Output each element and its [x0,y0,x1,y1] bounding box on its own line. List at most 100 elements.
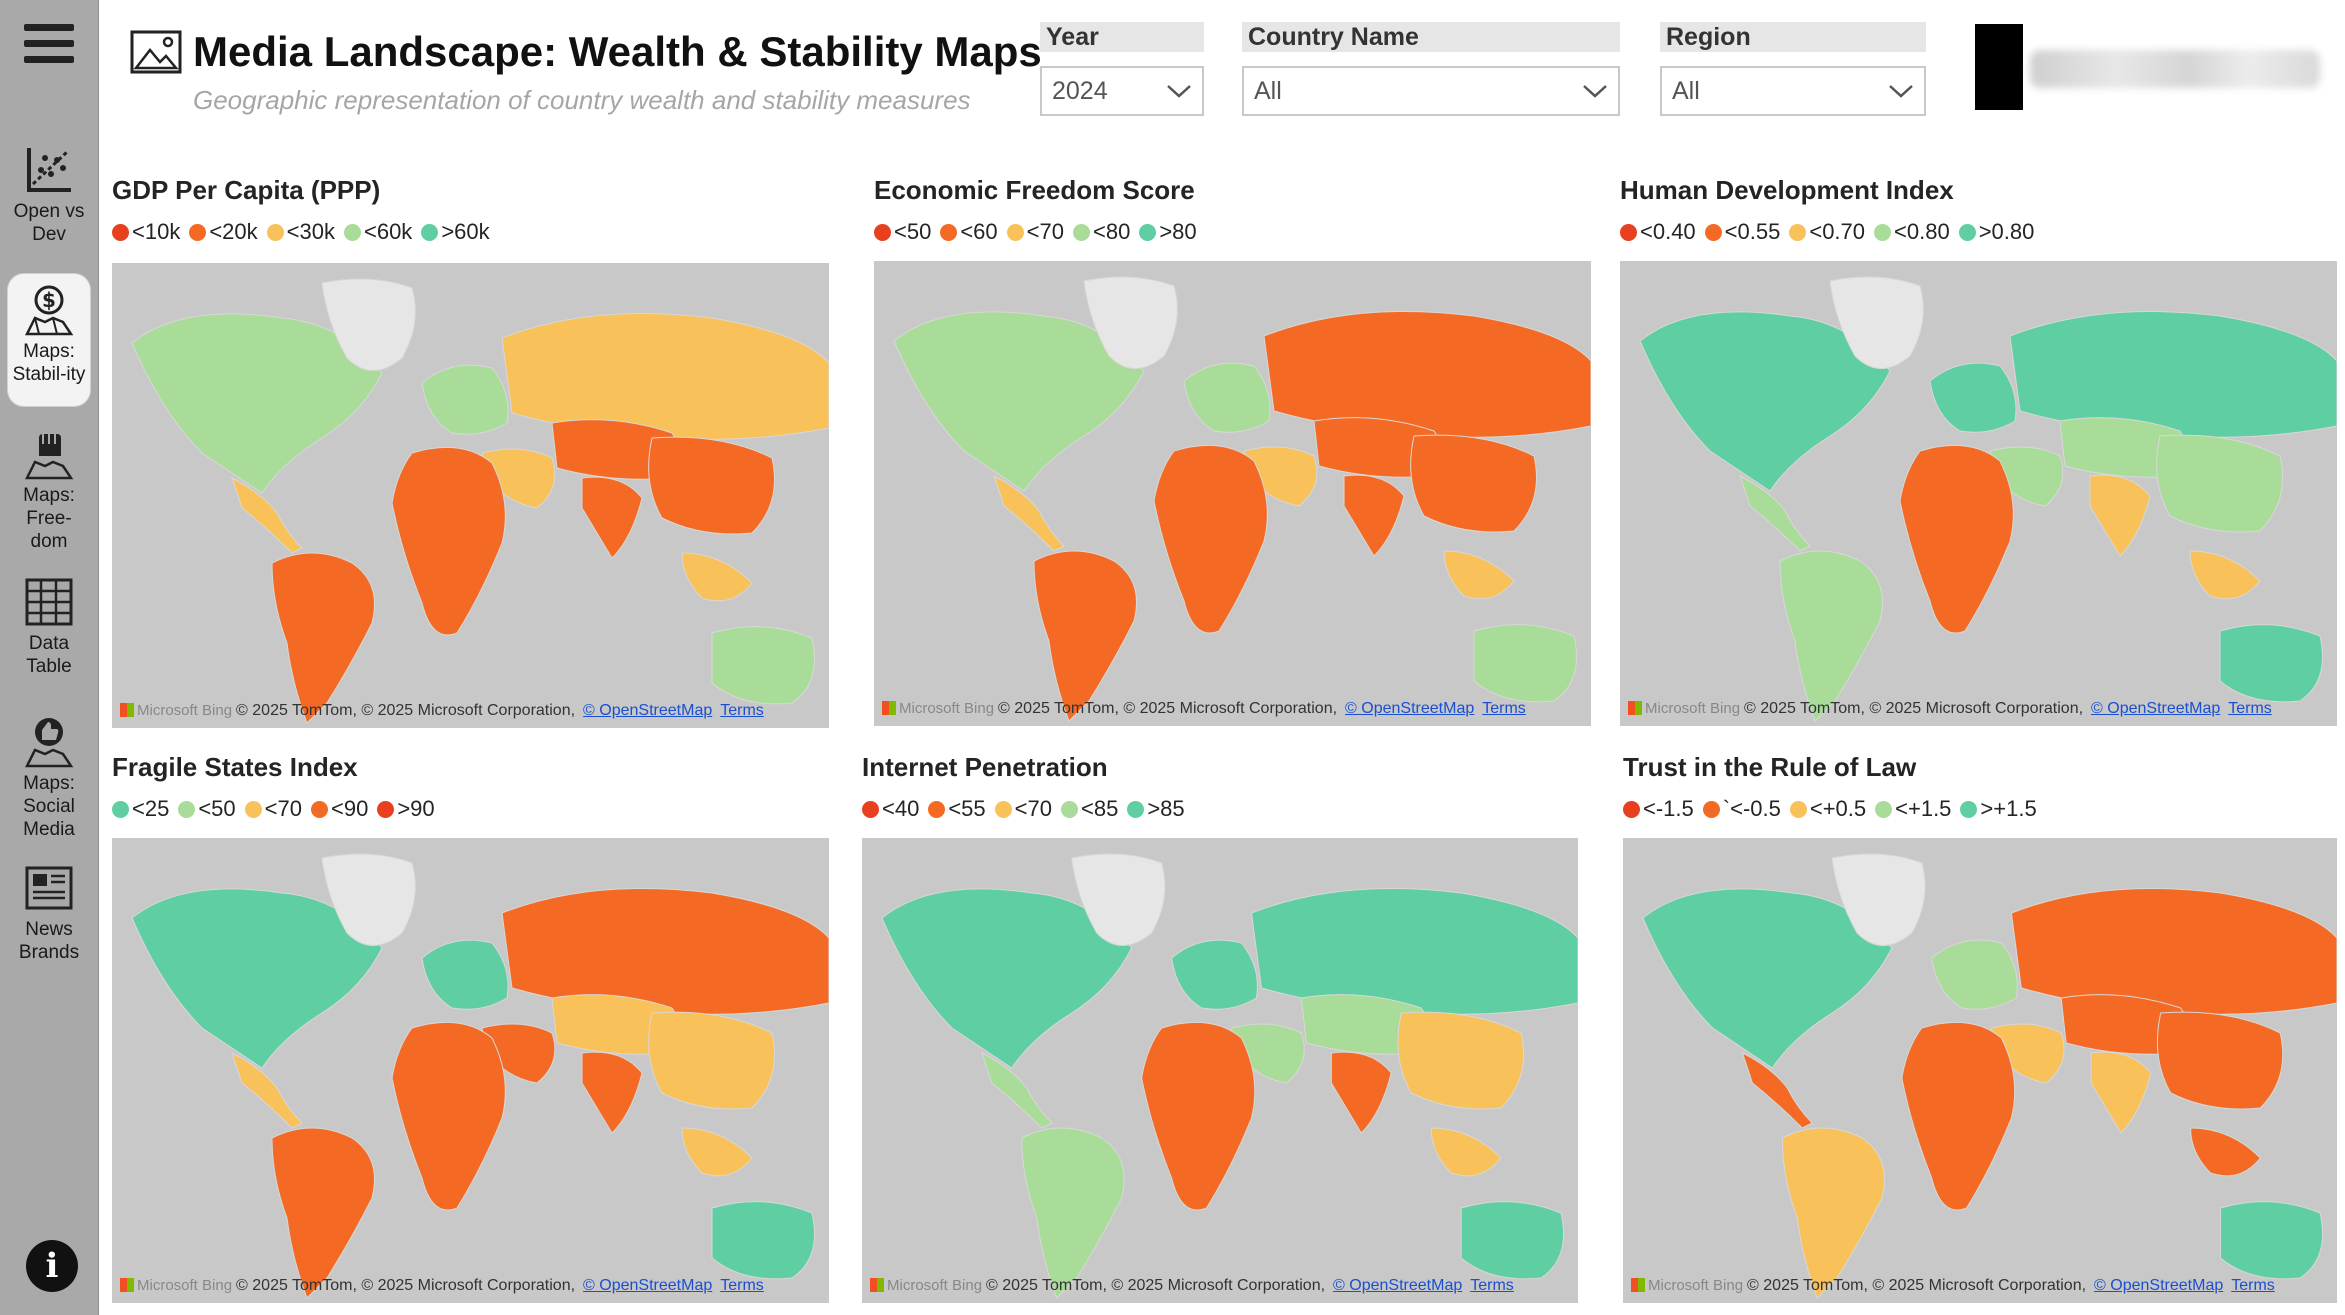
region-shape-me[interactable] [1230,1023,1305,1084]
region-shape-na[interactable] [1642,888,1893,1069]
nav-item-maps-social-media[interactable]: Maps: Social Media [8,706,90,838]
region-shape-eu[interactable] [1171,939,1258,1010]
region-shape-sea[interactable] [1443,550,1515,600]
terms-link[interactable]: Terms [1470,1277,1514,1294]
region-shape-sea[interactable] [2189,550,2261,600]
region-shape-in[interactable] [2089,474,2151,557]
openstreetmap-link[interactable]: © OpenStreetMap [583,1277,713,1294]
openstreetmap-link[interactable]: © OpenStreetMap [2091,700,2221,717]
map-canvas[interactable]: Microsoft Bing © 2025 TomTom, © 2025 Micr… [112,838,829,1303]
map-canvas[interactable]: Microsoft Bing © 2025 TomTom, © 2025 Micr… [874,261,1591,726]
region-shape-ca[interactable] [980,1052,1053,1129]
legend-color-dot [1958,224,1976,242]
region-shape-eu[interactable] [421,939,509,1010]
map-canvas[interactable]: Microsoft Bing © 2025 TomTom, © 2025 Micr… [862,838,1578,1303]
map-canvas[interactable]: Microsoft Bing © 2025 TomTom, © 2025 Micr… [112,263,829,728]
nav-item-open-vs-dev[interactable]: Open vs Dev [8,134,90,266]
region-shape-af[interactable] [391,446,506,636]
nav-item-maps-stability[interactable]: $ Maps: Stabil-ity [8,274,90,406]
region-shape-au[interactable] [711,1201,815,1280]
region-shape-in[interactable] [1343,474,1405,557]
terms-link[interactable]: Terms [720,702,764,719]
openstreetmap-link[interactable]: © OpenStreetMap [1333,1277,1463,1294]
region-shape-gl[interactable] [1831,853,1926,946]
region-shape-af[interactable] [1141,1021,1256,1211]
region-shape-au[interactable] [2219,624,2323,703]
region-shape-na[interactable] [1639,311,1891,492]
terms-link[interactable]: Terms [1482,700,1526,717]
openstreetmap-link[interactable]: © OpenStreetMap [1345,700,1475,717]
nav-item-maps-freedom[interactable]: Maps: Free-dom [8,418,90,550]
region-shape-sa[interactable] [271,552,375,724]
region-shape-cn[interactable] [648,1011,775,1110]
region-shape-in[interactable] [581,476,643,559]
region-shape-sa[interactable] [1021,1127,1125,1299]
region-shape-ca[interactable] [231,477,303,554]
terms-link[interactable]: Terms [2231,1277,2275,1294]
region-shape-af[interactable] [1899,444,2014,634]
region-shape-in[interactable] [581,1051,643,1134]
region-shape-au[interactable] [1460,1201,1564,1280]
legend-item: >0.80 [1958,219,2034,245]
region-shape-me[interactable] [481,448,556,509]
nav-item-data-table[interactable]: Data Table [8,566,90,698]
terms-link[interactable]: Terms [720,1277,764,1294]
region-shape-sa[interactable] [1033,550,1137,722]
region-shape-na[interactable] [131,313,383,494]
region-shape-eu[interactable] [421,364,509,435]
region-shape-ca[interactable] [993,475,1065,552]
region-shape-eu[interactable] [1929,362,2017,433]
region-shape-af[interactable] [1901,1021,2016,1211]
region-shape-cn[interactable] [2156,434,2283,533]
region-shape-sa[interactable] [1779,550,1883,722]
region-shape-sea[interactable] [681,1127,753,1177]
region-shape-eu[interactable] [1931,939,2018,1010]
openstreetmap-link[interactable]: © OpenStreetMap [583,702,713,719]
region-shape-sea[interactable] [681,552,753,602]
region-shape-na[interactable] [893,311,1145,492]
region-shape-na[interactable] [131,888,383,1069]
region-shape-gl[interactable] [321,853,416,946]
openstreetmap-link[interactable]: © OpenStreetMap [2094,1277,2224,1294]
region-shape-gl[interactable] [1071,853,1166,946]
region-shape-au[interactable] [1473,624,1577,703]
region-shape-me[interactable] [1989,446,2064,507]
region-shape-ca[interactable] [1739,475,1811,552]
region-shape-sa[interactable] [271,1127,375,1299]
region-shape-eu[interactable] [1183,362,1271,433]
map-canvas[interactable]: Microsoft Bing © 2025 TomTom, © 2025 Micr… [1623,838,2337,1303]
region-shape-gl[interactable] [1083,276,1178,369]
nav-item-news-brands[interactable]: News Brands [8,852,90,984]
nav-label: Open vs Dev [13,201,85,245]
region-shape-in[interactable] [1330,1051,1392,1134]
region-shape-gl[interactable] [1829,276,1924,369]
region-dropdown[interactable]: All [1660,66,1926,116]
region-shape-in[interactable] [2090,1051,2152,1134]
region-shape-sa[interactable] [1781,1127,1885,1299]
legend-label: <70 [264,796,302,822]
region-shape-au[interactable] [2219,1201,2324,1280]
region-shape-au[interactable] [711,626,815,705]
region-shape-cn[interactable] [648,436,775,535]
region-shape-gl[interactable] [321,278,416,371]
year-dropdown[interactable]: 2024 [1040,66,1204,116]
terms-link[interactable]: Terms [2228,700,2272,717]
country-dropdown[interactable]: All [1242,66,1620,116]
region-shape-me[interactable] [1243,446,1318,507]
region-shape-af[interactable] [391,1021,506,1211]
hamburger-menu-icon[interactable] [24,24,74,70]
region-shape-sea[interactable] [2190,1127,2261,1177]
region-shape-ca[interactable] [1741,1052,1814,1129]
region-shape-me[interactable] [1990,1023,2065,1084]
region-shape-sea[interactable] [1430,1127,1502,1177]
region-shape-ca[interactable] [231,1052,303,1129]
region-shape-cn[interactable] [2156,1011,2284,1110]
map-legend: <25 <50 <70 <90 >90 [112,795,444,821]
region-shape-af[interactable] [1153,444,1268,634]
info-icon[interactable]: i [26,1240,78,1292]
region-shape-na[interactable] [881,888,1133,1069]
region-shape-me[interactable] [481,1023,556,1084]
map-canvas[interactable]: Microsoft Bing © 2025 TomTom, © 2025 Micr… [1620,261,2337,726]
region-shape-cn[interactable] [1410,434,1537,533]
region-shape-cn[interactable] [1397,1011,1524,1110]
